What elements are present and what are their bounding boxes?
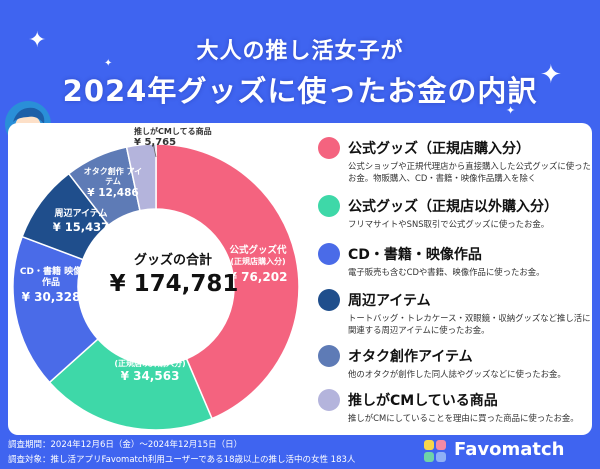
slice-label-otaku: オタク創作 アイテム ¥ 12,486 xyxy=(82,167,144,200)
slice-sublabel: (正規店以外購入分) xyxy=(114,358,186,368)
slice-value: ¥ 76,202 xyxy=(228,269,288,284)
title-line-2: 2024年グッズに使ったお金の内訳 xyxy=(62,74,538,108)
legend-item-official-store: 公式グッズ（正規店購入分） 公式ショップや正規代理店から直接購入した公式グッズに… xyxy=(318,137,591,187)
donut-chart xyxy=(12,142,300,431)
legend-desc: フリマサイトやSNS取引で公式グッズに使ったお金。 xyxy=(348,219,550,229)
legend-dot xyxy=(318,243,340,265)
center-caption: グッズの合計 xyxy=(133,253,212,268)
legend-desc: 推しがCMにしていることを理由に買った商品に使ったお金。 xyxy=(348,413,579,423)
slice-label-official-store: 公式グッズ代 (正規店購入分) ¥ 76,202 xyxy=(218,245,298,285)
slice-label-peripheral: 周辺アイテム ¥ 15,437 xyxy=(46,209,116,235)
slice-value: ¥ 34,563 xyxy=(120,368,180,383)
legend-desc: トートバッグ・トレカケース・双眼鏡・収納グッズなど推し活に関連する周辺アイテムに… xyxy=(348,313,591,336)
slice-official-store xyxy=(155,143,300,420)
sparkle-icon: ✦ xyxy=(104,58,113,69)
legend-title: CD・書籍・映像作品 xyxy=(348,247,482,263)
legend-item-cm: 推しがCMしている商品 推しがCMにしていることを理由に買った商品に使ったお金。 xyxy=(318,389,588,429)
slice-name: CD・書籍 映像作品 xyxy=(19,267,83,289)
legend-dot xyxy=(318,345,340,367)
legend-title: 公式グッズ（正規店以外購入分） xyxy=(348,199,558,215)
legend-desc: 他のオタクが創作した同人誌やグッズなどに使ったお金。 xyxy=(348,369,566,379)
slice-name: 公式グッズ代 xyxy=(121,347,179,358)
slice-name: 推しがCMしてる商品 xyxy=(134,127,212,136)
favomatch-logo-icon xyxy=(424,440,446,462)
slice-name: 周辺アイテム xyxy=(54,209,108,219)
legend-desc: 電子販売も含むCDや書籍、映像作品に使ったお金。 xyxy=(348,267,545,277)
brand-name: Favomatch xyxy=(454,439,565,460)
slice-name: オタク創作 アイテム xyxy=(83,167,143,186)
slice-label-official-other: 公式グッズ代 (正規店以外購入分) ¥ 34,563 xyxy=(100,347,200,384)
legend-item-official-other: 公式グッズ（正規店以外購入分） フリマサイトやSNS取引で公式グッズに使ったお金… xyxy=(318,195,588,235)
sparkle-icon: ✦ xyxy=(506,104,516,117)
legend-dot xyxy=(318,289,340,311)
slice-cm xyxy=(125,143,157,212)
slice-name: 公式グッズ代 xyxy=(229,245,287,256)
slice-value: ¥ 15,437 xyxy=(52,220,110,235)
slice-label-cd-books: CD・書籍 映像作品 ¥ 30,328 xyxy=(18,267,84,305)
legend-title: 公式グッズ（正規店購入分） xyxy=(348,141,530,157)
sparkle-icon: ✦ xyxy=(540,60,562,90)
legend-item-otaku: オタク創作アイテム 他のオタクが創作した同人誌やグッズなどに使ったお金。 xyxy=(318,345,588,385)
slice-label-cm: 推しがCMしてる商品 ¥ 5,765 xyxy=(134,127,244,150)
content-card: 公式グッズ代 (正規店購入分) ¥ 76,202 公式グッズ代 (正規店以外購入… xyxy=(8,123,592,435)
center-total: ¥ 174,781 xyxy=(109,271,239,297)
legend-title: オタク創作アイテム xyxy=(348,349,473,365)
slice-value: ¥ 30,328 xyxy=(21,289,81,304)
legend-dot xyxy=(318,137,340,159)
slice-value: ¥ 5,765 xyxy=(134,137,177,148)
legend-title: 周辺アイテム xyxy=(348,293,431,309)
slice-value: ¥ 12,486 xyxy=(87,187,139,199)
title-line-1: 大人の推し活女子が xyxy=(196,39,404,64)
legend-item-cd-books: CD・書籍・映像作品 電子販売も含むCDや書籍、映像作品に使ったお金。 xyxy=(318,243,588,283)
callout-line xyxy=(152,142,157,158)
legend-dot xyxy=(318,195,340,217)
legend-desc: 公式ショップや正規代理店から直接購入した公式グッズに使ったお金。物販購入、CD・… xyxy=(348,161,591,184)
sparkle-icon: ✦ xyxy=(28,28,47,53)
legend-title: 推しがCMしている商品 xyxy=(348,393,498,409)
legend-item-peripheral: 周辺アイテム トートバッグ・トレカケース・双眼鏡・収納グッズなど推し活に関連する… xyxy=(318,289,590,339)
slice-sublabel: (正規店購入分) xyxy=(230,256,286,266)
survey-target: 調査対象：推し活アプリFavomatch利用ユーザーである18歳以上の推し活中の… xyxy=(8,455,356,465)
brand-logo: Favomatch xyxy=(424,438,584,462)
survey-period: 調査期間：2024年12月6日（金）〜2024年12月15日（日） xyxy=(8,440,243,450)
legend-dot xyxy=(318,389,340,411)
